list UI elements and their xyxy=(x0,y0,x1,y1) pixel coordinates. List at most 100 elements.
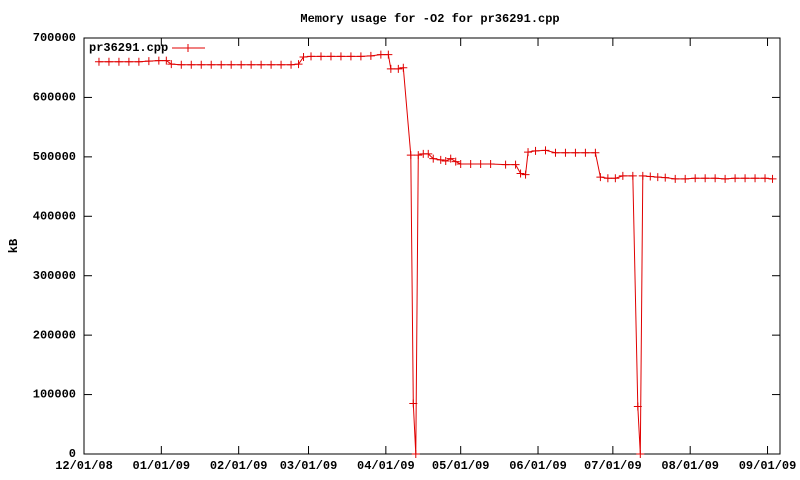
point-marker xyxy=(277,60,286,69)
point-marker xyxy=(247,60,256,69)
point-marker xyxy=(681,174,690,183)
point-marker xyxy=(409,399,418,408)
point-marker xyxy=(596,173,605,182)
point-marker xyxy=(451,157,460,166)
point-marker xyxy=(571,148,580,157)
point-marker xyxy=(636,450,645,458)
point-marker xyxy=(551,148,560,157)
point-marker xyxy=(731,174,740,183)
legend-marker xyxy=(184,44,192,52)
point-marker xyxy=(316,52,325,61)
point-marker xyxy=(603,174,612,183)
chart-title: Memory usage for -O2 for pr36291.cpp xyxy=(300,12,559,26)
y-tick-label: 600000 xyxy=(33,91,76,105)
point-marker xyxy=(386,64,395,73)
point-marker xyxy=(394,64,403,73)
point-marker xyxy=(561,148,570,157)
point-marker xyxy=(501,160,510,169)
point-marker xyxy=(294,60,303,69)
point-marker xyxy=(711,174,720,183)
point-marker xyxy=(638,171,647,180)
y-tick-label: 500000 xyxy=(33,150,76,164)
point-marker xyxy=(761,174,770,183)
point-marker xyxy=(581,148,590,157)
point-marker xyxy=(466,159,475,168)
point-marker xyxy=(511,160,520,169)
x-tick-label: 02/01/09 xyxy=(210,459,268,473)
point-marker xyxy=(197,60,206,69)
point-marker xyxy=(237,60,246,69)
y-tick-label: 100000 xyxy=(33,388,76,402)
x-tick-label: 08/01/09 xyxy=(661,459,719,473)
point-marker xyxy=(768,174,777,183)
point-marker xyxy=(124,57,133,66)
point-marker xyxy=(411,450,420,458)
point-marker xyxy=(406,151,415,160)
point-marker xyxy=(476,159,485,168)
point-marker xyxy=(267,60,276,69)
point-marker xyxy=(384,50,393,59)
x-tick-label: 06/01/09 xyxy=(509,459,567,473)
point-marker xyxy=(701,174,710,183)
point-marker xyxy=(541,146,550,155)
point-marker xyxy=(741,174,750,183)
point-marker xyxy=(524,148,533,157)
point-marker xyxy=(307,52,316,61)
y-tick-label: 0 xyxy=(69,447,76,461)
point-marker xyxy=(336,52,345,61)
plot-border xyxy=(83,37,781,455)
point-marker xyxy=(653,173,662,182)
y-tick-label: 300000 xyxy=(33,269,76,283)
point-marker xyxy=(177,60,186,69)
point-marker xyxy=(134,57,143,66)
point-marker xyxy=(721,174,730,183)
point-marker xyxy=(162,56,171,65)
point-marker xyxy=(618,171,627,180)
point-marker xyxy=(436,155,445,164)
point-marker xyxy=(399,63,408,72)
x-tick-label: 07/01/09 xyxy=(584,459,642,473)
point-marker xyxy=(424,149,433,158)
point-marker xyxy=(376,50,385,59)
point-marker xyxy=(691,174,700,183)
point-marker xyxy=(144,57,153,66)
point-marker xyxy=(671,174,680,183)
y-tick-label: 400000 xyxy=(33,209,76,223)
point-marker xyxy=(154,56,163,65)
point-marker xyxy=(167,60,176,69)
point-marker xyxy=(356,52,365,61)
y-axis-label: kB xyxy=(7,239,21,253)
point-marker xyxy=(414,151,423,160)
point-marker xyxy=(486,159,495,168)
legend-label: pr36291.cpp xyxy=(89,41,168,55)
x-tick-label: 03/01/09 xyxy=(280,459,338,473)
point-marker xyxy=(207,60,216,69)
point-marker xyxy=(591,148,600,157)
x-tick-label: 09/01/09 xyxy=(739,459,797,473)
point-marker xyxy=(257,60,266,69)
point-marker xyxy=(628,171,637,180)
point-marker xyxy=(287,60,296,69)
y-tick-label: 700000 xyxy=(33,31,76,45)
point-marker xyxy=(633,402,642,411)
point-marker xyxy=(429,154,438,163)
point-marker xyxy=(646,172,655,181)
point-marker xyxy=(366,51,375,60)
point-marker xyxy=(751,174,760,183)
point-marker xyxy=(299,53,308,62)
point-marker xyxy=(516,169,525,178)
point-marker xyxy=(104,57,113,66)
point-marker xyxy=(456,159,465,168)
point-marker xyxy=(521,170,530,179)
point-marker xyxy=(661,173,670,182)
point-marker xyxy=(114,57,123,66)
point-marker xyxy=(446,154,455,163)
point-marker xyxy=(611,174,620,183)
point-marker xyxy=(531,146,540,155)
x-tick-label: 05/01/09 xyxy=(432,459,490,473)
point-marker xyxy=(326,52,335,61)
y-tick-label: 200000 xyxy=(33,328,76,342)
